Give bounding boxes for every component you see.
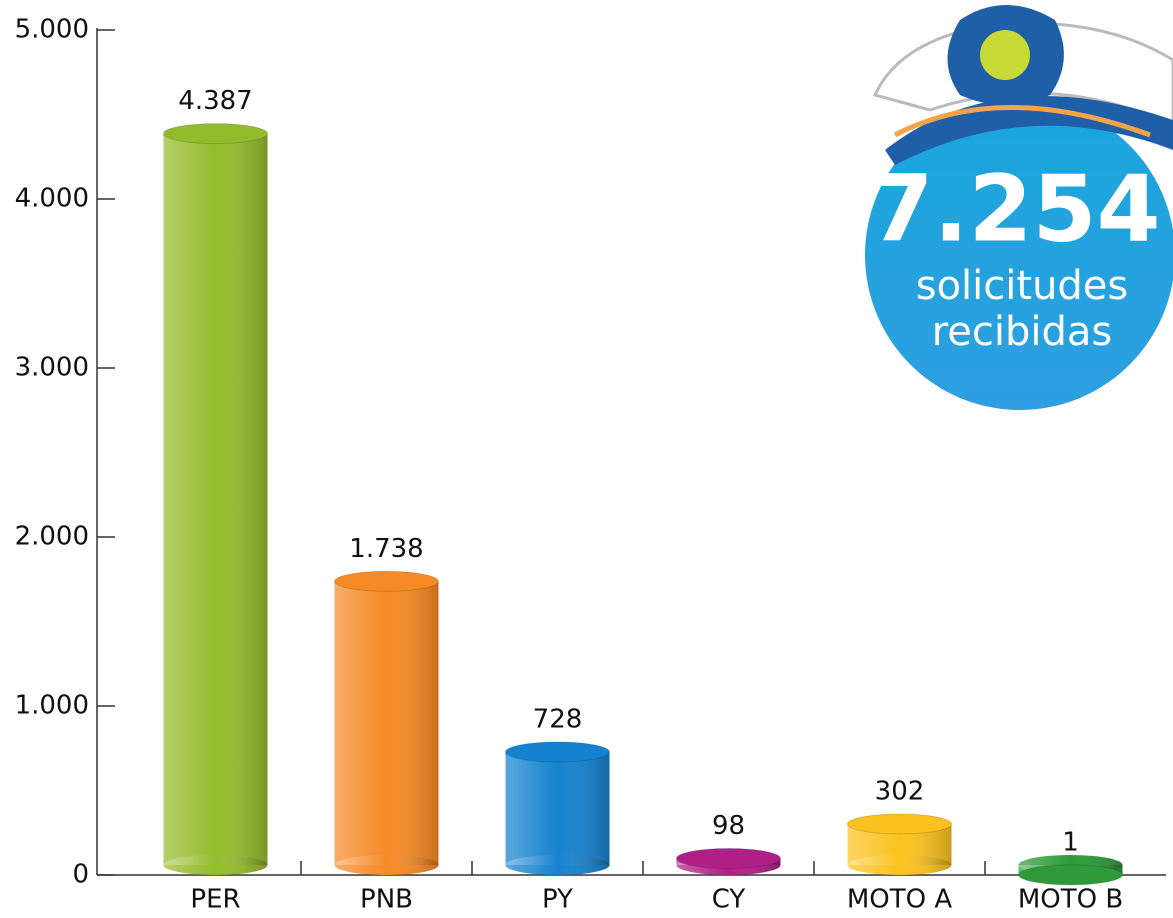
cylinder xyxy=(847,813,952,875)
cylinder xyxy=(676,847,781,875)
y-tick-label: 4.000 xyxy=(15,184,89,214)
bar-shade xyxy=(334,581,439,865)
value-label: 4.387 xyxy=(178,86,252,116)
y-tick-label: 2.000 xyxy=(15,522,89,552)
cylinder xyxy=(1018,855,1123,886)
y-tick-label: 0 xyxy=(72,860,89,890)
x-tick-label: MOTO A xyxy=(847,885,953,915)
x-tick-label: PY xyxy=(542,885,573,915)
badge-line1: solicitudes xyxy=(916,263,1129,309)
x-tick-label: PER xyxy=(190,885,240,915)
value-label: 728 xyxy=(533,704,583,734)
bar-top xyxy=(163,123,268,145)
value-label: 98 xyxy=(712,811,745,841)
bar-shade xyxy=(163,133,268,866)
value-label: 1 xyxy=(1062,827,1079,857)
y-tick-label: 3.000 xyxy=(15,353,89,383)
value-label: 1.738 xyxy=(349,534,423,564)
cylinder xyxy=(334,570,439,875)
bar-top xyxy=(505,741,610,763)
bar-top xyxy=(334,570,439,592)
y-tick-label: 1.000 xyxy=(15,691,89,721)
cylinder xyxy=(505,741,610,875)
cap-cord xyxy=(893,105,1151,138)
bar-top xyxy=(676,847,781,869)
badge-total: 7.254 xyxy=(869,155,1160,262)
bar-shade xyxy=(505,751,610,865)
badge-line2: recibidas xyxy=(932,309,1113,355)
x-tick-label: MOTO B xyxy=(1018,885,1123,915)
cylinder xyxy=(163,123,268,875)
cap-emblem-center xyxy=(980,30,1030,80)
badge-circle xyxy=(865,100,1173,410)
bar-top xyxy=(847,813,952,835)
y-tick-label: 5.000 xyxy=(15,15,89,45)
x-tick-label: CY xyxy=(712,885,746,915)
value-label: 302 xyxy=(875,776,925,806)
badge: 7.254 solicitudes recibidas xyxy=(865,5,1173,410)
x-tick-label: PNB xyxy=(360,885,413,915)
bar-top xyxy=(1018,864,1123,886)
